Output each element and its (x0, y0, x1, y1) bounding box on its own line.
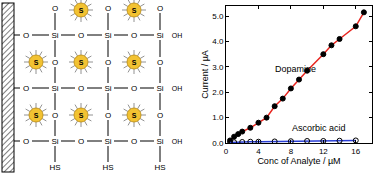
svg-text:Si: Si (156, 31, 163, 40)
svg-text:8: 8 (289, 147, 294, 156)
svg-text:HS: HS (154, 163, 165, 172)
svg-text:S: S (79, 59, 84, 66)
svg-text:OH: OH (172, 138, 183, 145)
svg-text:Si: Si (51, 137, 58, 146)
svg-text:O: O (78, 31, 84, 40)
svg-text:O: O (23, 84, 29, 93)
svg-text:S: S (132, 59, 137, 66)
svg-text:O: O (52, 58, 58, 67)
svg-text:Si: Si (51, 31, 58, 40)
svg-text:4.0: 4.0 (212, 37, 224, 46)
svg-text:O: O (131, 137, 137, 146)
svg-text:Ascorbic acid: Ascorbic acid (292, 123, 346, 133)
svg-text:O: O (105, 111, 111, 120)
svg-text:O: O (78, 137, 84, 146)
svg-text:Current / µA: Current / µA (200, 50, 210, 99)
svg-text:5.0: 5.0 (212, 12, 224, 21)
svg-text:Si: Si (156, 84, 163, 93)
svg-text:Dopamine: Dopamine (275, 64, 316, 74)
svg-text:O: O (131, 31, 137, 40)
svg-text:O: O (157, 4, 163, 13)
svg-text:O: O (131, 84, 137, 93)
svg-text:12: 12 (319, 147, 328, 156)
svg-text:O: O (23, 31, 29, 40)
svg-text:OH: OH (172, 32, 183, 39)
svg-text:Si: Si (51, 84, 58, 93)
svg-text:O: O (78, 84, 84, 93)
svg-text:HS: HS (49, 163, 60, 172)
svg-text:O: O (105, 58, 111, 67)
svg-text:16: 16 (351, 147, 360, 156)
svg-text:S: S (79, 112, 84, 119)
svg-text:O: O (52, 111, 58, 120)
svg-text:S: S (34, 112, 39, 119)
svg-text:S: S (132, 112, 137, 119)
svg-text:HS: HS (102, 163, 113, 172)
svg-text:O: O (157, 58, 163, 67)
svg-text:Si: Si (104, 137, 111, 146)
svg-text:S: S (79, 7, 84, 14)
svg-text:O: O (23, 137, 29, 146)
svg-text:2.0: 2.0 (212, 88, 224, 97)
svg-text:Si: Si (104, 84, 111, 93)
svg-text:Si: Si (156, 137, 163, 146)
svg-text:1.0: 1.0 (212, 113, 224, 122)
svg-text:S: S (132, 7, 137, 14)
svg-text:Conc of Analyte / µM: Conc of Analyte / µM (257, 156, 340, 166)
svg-text:3.0: 3.0 (212, 63, 224, 72)
svg-text:O: O (105, 4, 111, 13)
svg-text:O: O (52, 4, 58, 13)
svg-text:O: O (157, 111, 163, 120)
svg-text:4: 4 (256, 147, 261, 156)
svg-text:0: 0 (224, 147, 229, 156)
svg-text:0.0: 0.0 (212, 139, 224, 148)
svg-text:S: S (34, 59, 39, 66)
svg-text:Si: Si (104, 31, 111, 40)
svg-text:OH: OH (172, 85, 183, 92)
